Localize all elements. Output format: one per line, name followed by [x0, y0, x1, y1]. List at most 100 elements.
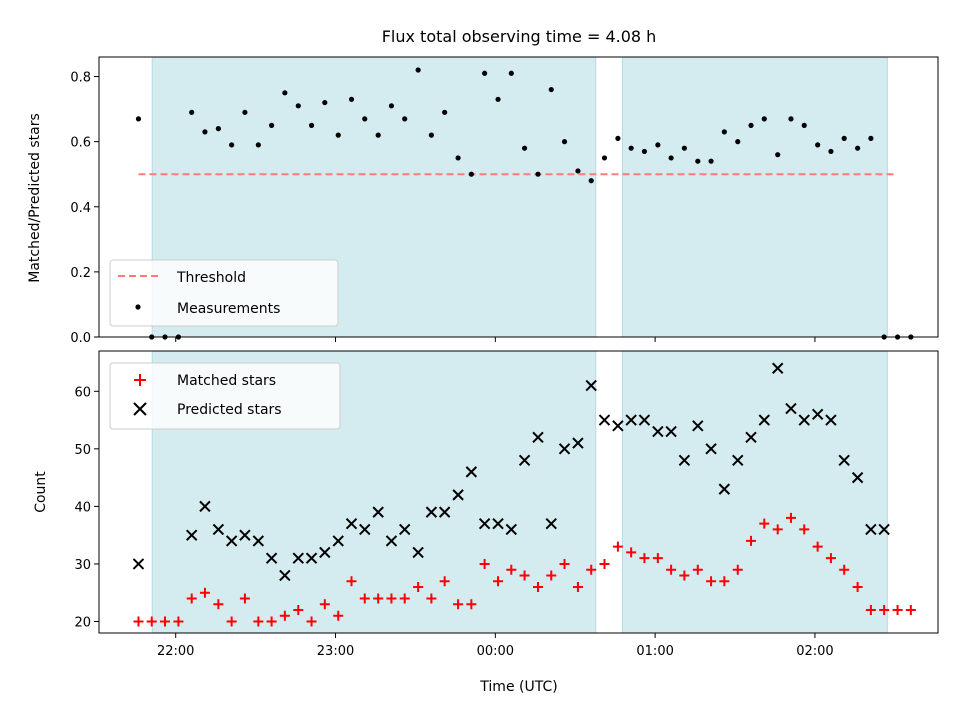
x-tick-label: 00:00	[477, 644, 514, 659]
y-tick-label: 20	[74, 615, 91, 630]
matched-point	[160, 616, 171, 627]
shaded-window-1	[621, 56, 888, 338]
predicted-point	[638, 414, 651, 426]
predicted-point	[212, 523, 225, 536]
matched-point	[479, 558, 490, 569]
y-tick-label: 0.0	[70, 331, 91, 346]
matched-point	[146, 616, 157, 627]
predicted-point	[372, 506, 384, 518]
predicted-point	[865, 523, 877, 536]
predicted-point	[785, 402, 797, 415]
measurement-point	[415, 67, 421, 73]
predicted-point	[319, 546, 331, 559]
measurement-point	[708, 158, 714, 164]
measurement-point	[322, 99, 328, 106]
matched-point	[399, 593, 410, 604]
measurement-point	[255, 142, 261, 148]
predicted-point	[452, 489, 464, 501]
matched-point	[679, 570, 690, 581]
matched-point	[386, 593, 397, 604]
predicted-point	[732, 454, 744, 467]
matched-point	[839, 564, 850, 575]
predicted-point	[692, 420, 704, 432]
measurement-point	[135, 116, 142, 122]
x-tick-label: 23:00	[317, 644, 354, 659]
measurement-point	[348, 96, 355, 102]
matched-point	[652, 553, 663, 564]
matched-stars-series	[133, 512, 916, 627]
predicted-point	[758, 414, 770, 426]
measurement-point	[548, 86, 554, 93]
predicted-point	[399, 523, 411, 536]
matched-point	[572, 581, 583, 592]
matched-point	[532, 581, 543, 592]
predicted-point	[412, 546, 424, 559]
y-tick-label: 0.4	[70, 201, 91, 216]
predicted-point	[851, 471, 864, 484]
predicted-point	[345, 517, 358, 530]
measurement-point	[242, 109, 248, 115]
y-tick-label: 0.6	[70, 136, 91, 151]
matched-point	[426, 593, 437, 604]
matched-point	[413, 581, 424, 592]
measurement-point	[828, 148, 834, 155]
count-series	[132, 362, 916, 627]
ratio-legend-box	[109, 259, 339, 327]
matched-point	[785, 512, 796, 523]
measurement-point	[282, 90, 288, 96]
y-tick-label: 40	[74, 500, 91, 515]
measurement-point	[681, 145, 687, 151]
y-tick-label: 0.2	[70, 266, 91, 281]
predicted-point	[545, 517, 557, 530]
measurement-point	[189, 109, 195, 115]
measurement-point	[868, 135, 874, 141]
matched-point	[812, 541, 823, 552]
measurement-point	[641, 148, 648, 155]
matched-point	[186, 593, 197, 604]
count-panel-frame	[98, 350, 939, 634]
matched-point	[453, 599, 464, 610]
count-x-ticks: 22:00 23:00 00:00 01:00 02:00	[157, 633, 834, 659]
measurement-point	[468, 171, 474, 177]
measurement-point	[521, 145, 528, 151]
threshold-legend-label: Threshold	[176, 270, 246, 286]
count-y-ticks: 20 30 40 50 60	[74, 385, 99, 630]
predicted-point	[385, 535, 398, 547]
matched-point	[706, 576, 717, 587]
predicted-point	[359, 523, 371, 536]
measurements-legend-swatch	[135, 304, 141, 310]
matched-point	[852, 581, 863, 592]
matched-point	[359, 593, 370, 604]
measurement-point	[588, 178, 594, 184]
measurements-legend-label: Measurements	[177, 301, 280, 317]
predicted-point	[305, 552, 318, 564]
predicted-point	[772, 362, 784, 374]
matched-point	[666, 564, 677, 575]
predicted-point	[598, 414, 611, 426]
measurement-point	[815, 142, 821, 148]
matched-point	[799, 524, 810, 535]
measurement-point	[442, 109, 448, 115]
measurements-series	[135, 67, 914, 340]
matched-point	[373, 593, 384, 604]
predicted-point	[572, 437, 584, 449]
matched-point	[279, 610, 290, 621]
measurement-point	[628, 145, 634, 151]
y-tick-label: 0.8	[70, 71, 91, 86]
measurement-point	[668, 155, 674, 161]
measurement-point	[375, 132, 381, 138]
y-tick-label: 60	[74, 385, 91, 400]
measurement-point	[388, 103, 395, 109]
measurement-point	[535, 171, 541, 177]
predicted-legend-swatch	[133, 402, 147, 416]
predicted-point	[425, 506, 438, 518]
chart-title: Flux total observing time = 4.08 h	[382, 27, 657, 46]
matched-point	[493, 576, 504, 587]
predicted-point	[745, 431, 757, 444]
predicted-point	[585, 379, 597, 392]
count-legend: Matched stars Predicted stars	[109, 362, 341, 430]
predicted-point	[239, 529, 251, 541]
predicted-point	[225, 535, 238, 547]
measurement-point	[695, 158, 701, 164]
